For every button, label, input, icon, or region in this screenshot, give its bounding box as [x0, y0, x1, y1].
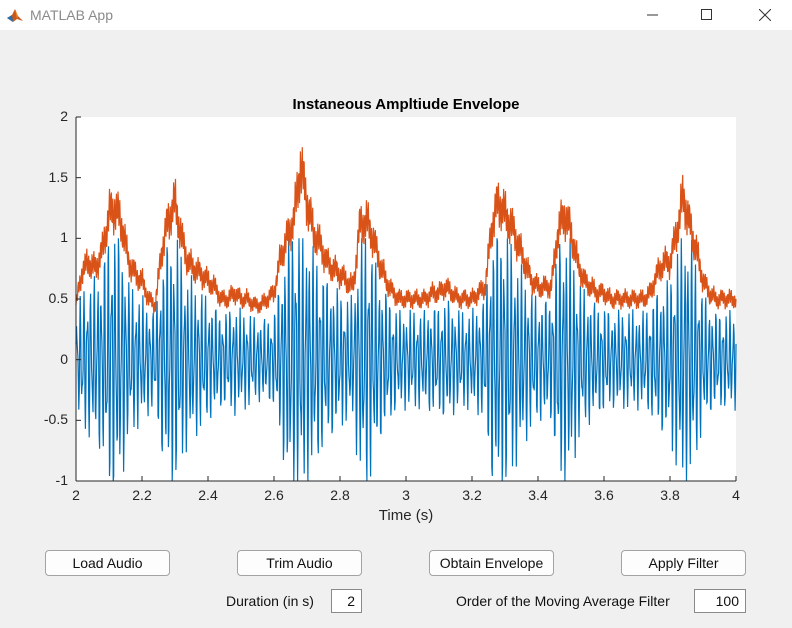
y-tick-label: 1 — [60, 229, 68, 246]
x-tick-label: 2.2 — [132, 487, 152, 503]
maximize-button[interactable] — [684, 0, 730, 30]
duration-label: Duration (in s) — [226, 593, 314, 609]
apply-filter-button[interactable]: Apply Filter — [621, 550, 746, 576]
close-icon — [759, 9, 771, 21]
trim-audio-button[interactable]: Trim Audio — [237, 550, 362, 576]
title-bar: MATLAB App — [0, 0, 792, 30]
envelope-line — [75, 147, 737, 314]
x-tick-label: 3.4 — [528, 487, 548, 503]
filter-order-field[interactable] — [694, 589, 746, 613]
x-tick-label: 3.2 — [462, 487, 482, 503]
maximize-icon — [701, 9, 712, 20]
x-tick-label: 3.6 — [594, 487, 614, 503]
x-tick-label: 2.8 — [330, 487, 350, 503]
y-tick-label: -1 — [55, 472, 68, 488]
x-tick-label: 2.4 — [198, 487, 218, 503]
y-tick-label: 0.5 — [48, 290, 68, 306]
window-title: MATLAB App — [30, 7, 114, 23]
x-axis-label: Time (s) — [378, 507, 434, 524]
y-tick-label: 2 — [60, 108, 68, 124]
x-tick-label: 3.8 — [660, 487, 680, 503]
close-button[interactable] — [742, 0, 788, 30]
minimize-icon — [647, 14, 658, 16]
x-tick-label: 2.6 — [264, 487, 284, 503]
x-tick-label: 4 — [732, 487, 740, 503]
y-tick-label: -0.5 — [43, 411, 68, 428]
plot-title: Instaneous Ampltiude Envelope — [292, 96, 520, 113]
y-tick-label: 1.5 — [48, 168, 68, 185]
signal-line — [75, 238, 737, 482]
duration-field[interactable] — [331, 589, 362, 613]
x-tick-label: 2 — [72, 487, 80, 503]
load-audio-button[interactable]: Load Audio — [45, 550, 170, 576]
matlab-logo-icon — [6, 6, 24, 24]
x-tick-label: 3 — [402, 487, 410, 503]
obtain-envelope-button[interactable]: Obtain Envelope — [429, 550, 554, 576]
y-tick-label: 0 — [60, 350, 68, 367]
filter-order-label: Order of the Moving Average Filter — [456, 593, 670, 609]
minimize-button[interactable] — [630, 0, 676, 30]
